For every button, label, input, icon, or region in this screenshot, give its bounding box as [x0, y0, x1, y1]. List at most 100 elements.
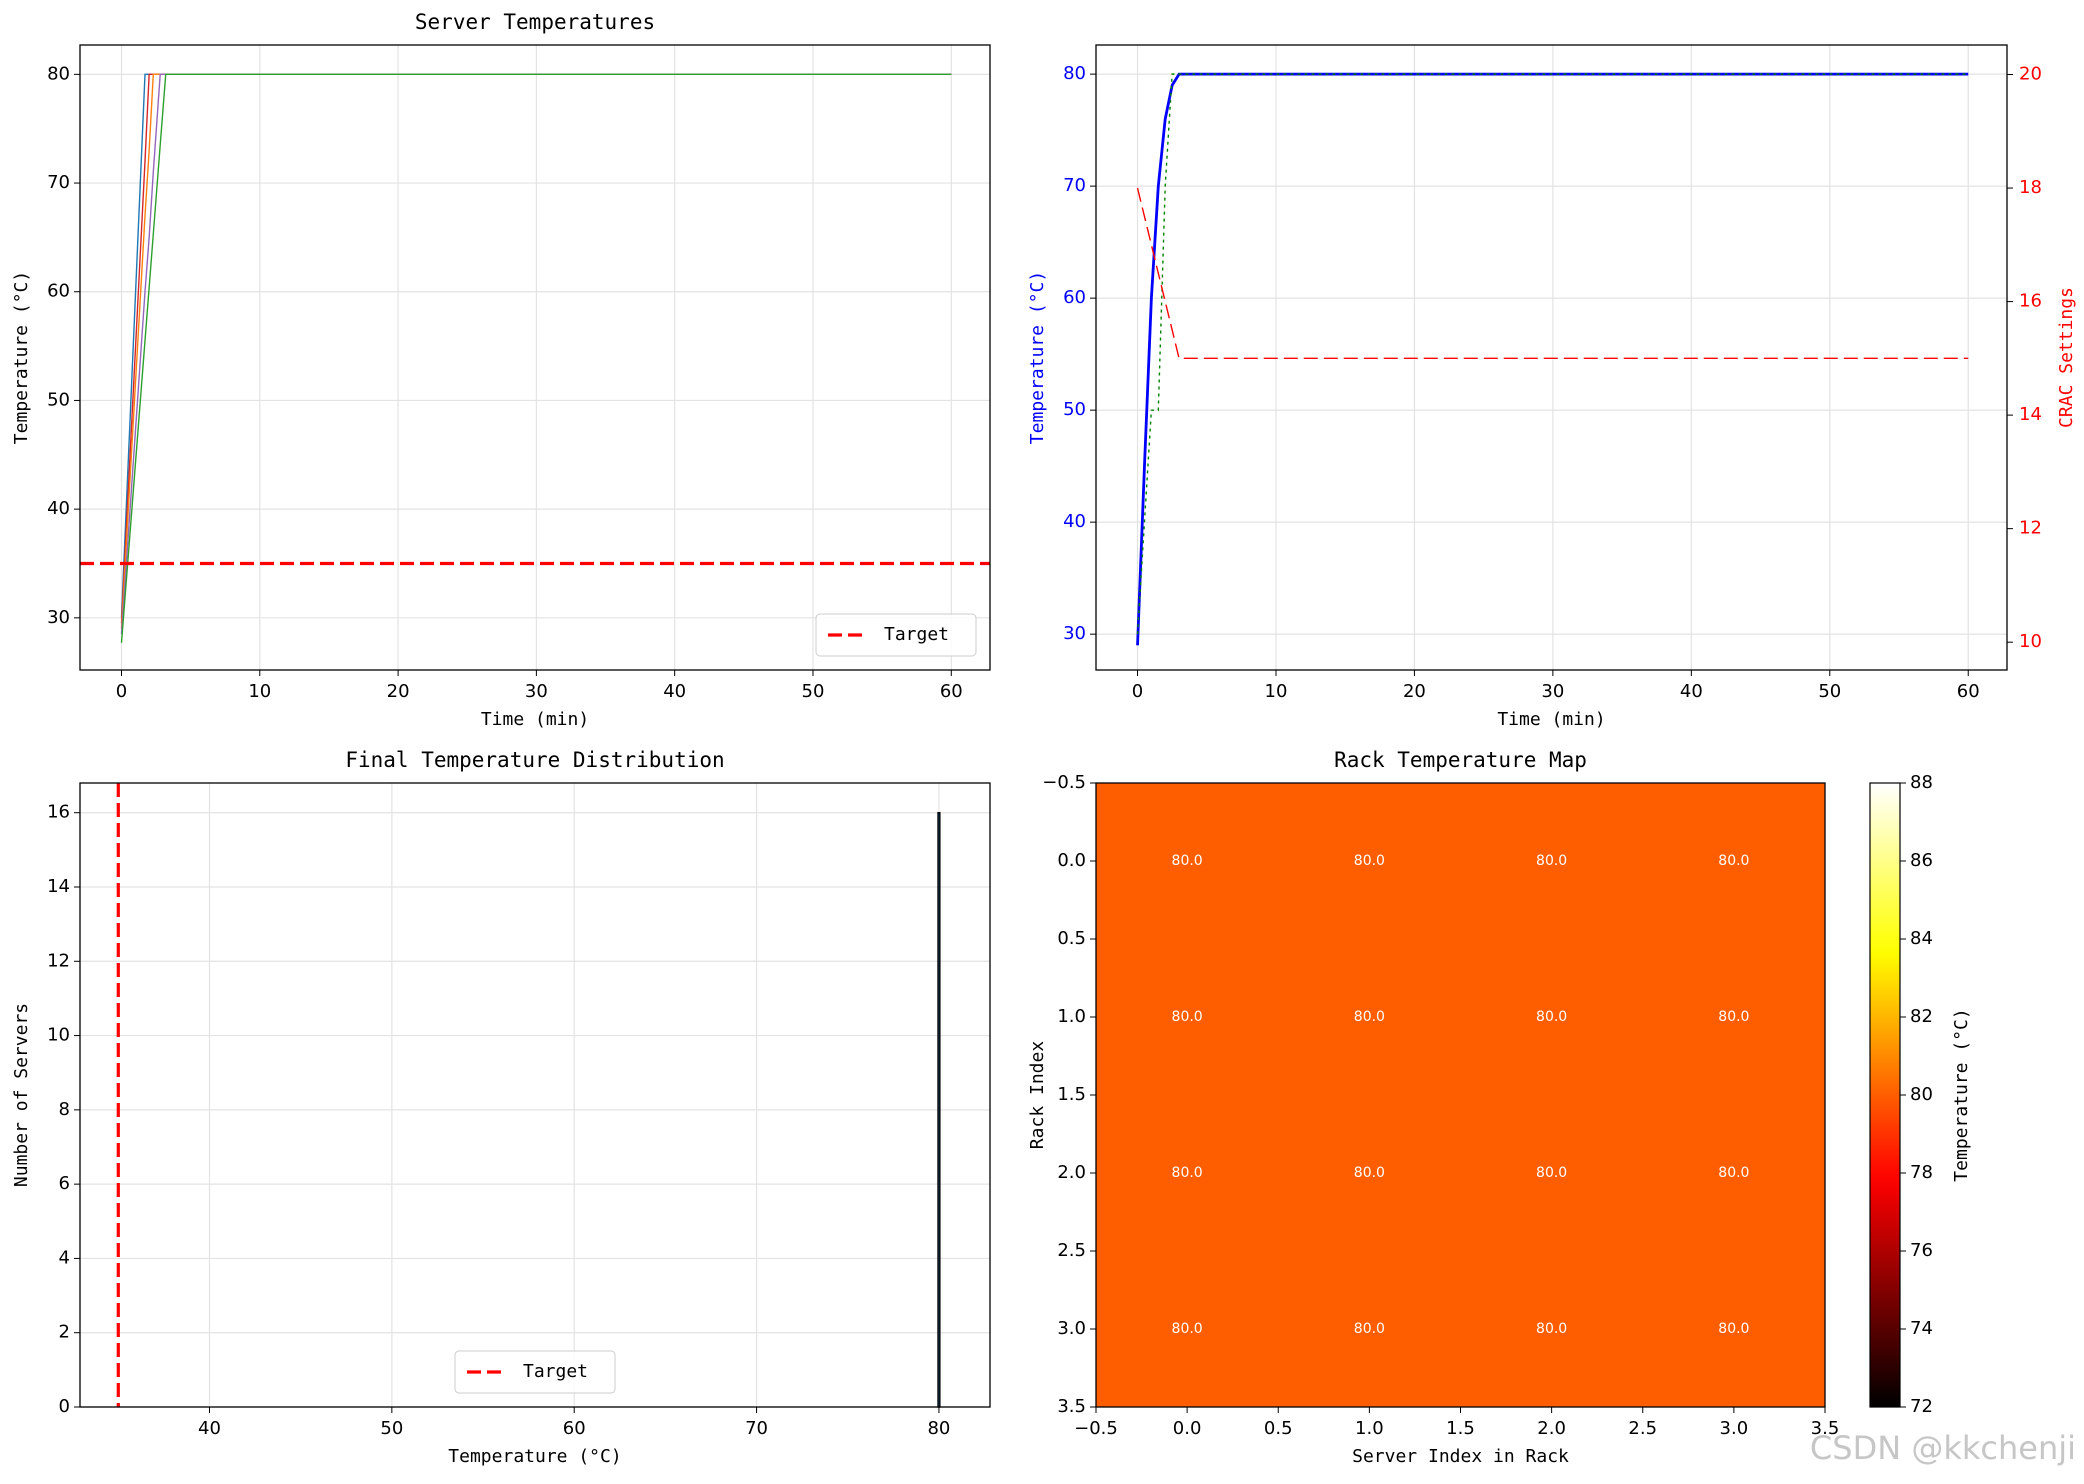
y-tick-label: 10 [47, 1025, 70, 1046]
chart-title: Final Temperature Distribution [345, 748, 724, 772]
y-tick-label: 30 [1063, 623, 1086, 644]
x-tick-label: 20 [387, 681, 410, 702]
x-tick-label: 3.0 [1720, 1418, 1749, 1439]
colorbar [1869, 782, 1901, 1408]
y-tick-label: 2.0 [1057, 1162, 1086, 1183]
heat-cell [1096, 783, 1279, 940]
y-tick-label: 16 [47, 802, 70, 823]
y2-tick-label: 10 [2019, 631, 2042, 652]
colorbar-tick-label: 86 [1910, 850, 1933, 871]
y-tick-label: 70 [1063, 175, 1086, 196]
cell-label: 80.0 [1172, 853, 1203, 869]
cell-label: 80.0 [1718, 1009, 1749, 1025]
legend-label: Target [523, 1361, 588, 1382]
x-tick-label: 50 [380, 1418, 403, 1439]
cell-label: 80.0 [1718, 853, 1749, 869]
y-tick-label: 70 [47, 172, 70, 193]
y-tick-label: 3.0 [1057, 1318, 1086, 1339]
y-tick-label: 1.5 [1057, 1084, 1086, 1105]
legend-label: Target [884, 624, 949, 645]
x-tick-label: 3.5 [1811, 1418, 1840, 1439]
watermark: CSDN @kkchenji [1810, 1429, 2076, 1467]
heat-cell [1460, 1095, 1644, 1252]
series-line [1136, 72, 1969, 646]
y2-axis-label: CRAC Settings [2056, 287, 2077, 428]
x-tick-label: −0.5 [1074, 1418, 1118, 1439]
y-tick-label: 2 [59, 1322, 70, 1343]
y-axis-label: Rack Index [1027, 1041, 1048, 1150]
x-tick-label: 40 [1680, 681, 1703, 702]
colorbar-label: Temperature (°C) [1951, 1008, 1972, 1181]
cell-label: 80.0 [1172, 1009, 1203, 1025]
y-tick-label: 2.5 [1057, 1240, 1086, 1261]
x-axis-label: Time (min) [481, 709, 589, 730]
cell-label: 80.0 [1718, 1321, 1749, 1337]
heat-cell [1278, 783, 1461, 940]
colorbar-tick-label: 72 [1910, 1396, 1933, 1417]
y-axis-label: Temperature (°C) [1027, 271, 1048, 444]
x-tick-label: 2.5 [1628, 1418, 1657, 1439]
y-tick-label: 6 [59, 1173, 70, 1194]
cell-label: 80.0 [1354, 1165, 1385, 1181]
y-tick-label: 60 [47, 281, 70, 302]
y-tick-label: 1.0 [1057, 1006, 1086, 1027]
heat-cell [1278, 939, 1461, 1096]
x-tick-label: 0.0 [1173, 1418, 1202, 1439]
chart-title: Rack Temperature Map [1334, 748, 1587, 772]
x-tick-label: 0.5 [1264, 1418, 1293, 1439]
y-tick-label: 50 [1063, 399, 1086, 420]
heat-cell [1460, 939, 1644, 1096]
y-tick-label: 50 [47, 389, 70, 410]
y2-tick-label: 20 [2019, 64, 2042, 85]
legend-box [454, 1350, 616, 1394]
y2-tick-label: 12 [2019, 518, 2042, 539]
series-line [1136, 187, 1969, 360]
y-tick-label: 40 [47, 498, 70, 519]
x-tick-label: 40 [663, 681, 686, 702]
heat-cell [1642, 783, 1826, 940]
x-axis-label: Temperature (°C) [448, 1446, 621, 1467]
y-tick-label: 30 [47, 607, 70, 628]
heat-cell [1096, 1095, 1279, 1252]
colorbar-tick-label: 80 [1910, 1084, 1933, 1105]
x-axis-label: Time (min) [1497, 709, 1605, 730]
legend-box [815, 613, 977, 657]
x-tick-label: 2.0 [1537, 1418, 1566, 1439]
x-tick-label: 80 [927, 1418, 950, 1439]
colorbar-tick-label: 74 [1910, 1318, 1933, 1339]
cell-label: 80.0 [1354, 1321, 1385, 1337]
x-tick-label: 20 [1403, 681, 1426, 702]
cell-label: 80.0 [1354, 853, 1385, 869]
x-axis-label: Server Index in Rack [1352, 1446, 1569, 1467]
hist-bar [937, 812, 941, 1408]
heat-cell [1460, 1251, 1644, 1408]
cell-label: 80.0 [1536, 1321, 1567, 1337]
colorbar-tick-label: 88 [1910, 772, 1933, 793]
colorbar-tick-label: 78 [1910, 1162, 1933, 1183]
heat-cell [1096, 939, 1279, 1096]
cell-label: 80.0 [1536, 1009, 1567, 1025]
y-tick-label: 3.5 [1057, 1396, 1086, 1417]
y2-tick-label: 18 [2019, 177, 2042, 198]
y-tick-label: 4 [59, 1247, 70, 1268]
colorbar-tick-label: 76 [1910, 1240, 1933, 1261]
y-tick-label: 60 [1063, 287, 1086, 308]
y-axis-label: Temperature (°C) [11, 271, 32, 444]
y-tick-label: 0.0 [1057, 850, 1086, 871]
x-tick-label: 10 [1265, 681, 1288, 702]
x-tick-label: 50 [802, 681, 825, 702]
x-tick-label: 1.0 [1355, 1418, 1384, 1439]
x-tick-label: 60 [940, 681, 963, 702]
x-tick-label: 0 [1132, 681, 1143, 702]
chart-title: Server Temperatures [415, 10, 655, 34]
y-tick-label: 80 [47, 63, 70, 84]
x-tick-label: 1.5 [1446, 1418, 1475, 1439]
series-line [1136, 73, 1969, 635]
y-tick-label: 40 [1063, 511, 1086, 532]
heat-cell [1642, 1251, 1826, 1408]
cell-label: 80.0 [1172, 1321, 1203, 1337]
heat-cell [1642, 1095, 1826, 1252]
cell-label: 80.0 [1172, 1165, 1203, 1181]
heat-cell [1278, 1251, 1461, 1408]
